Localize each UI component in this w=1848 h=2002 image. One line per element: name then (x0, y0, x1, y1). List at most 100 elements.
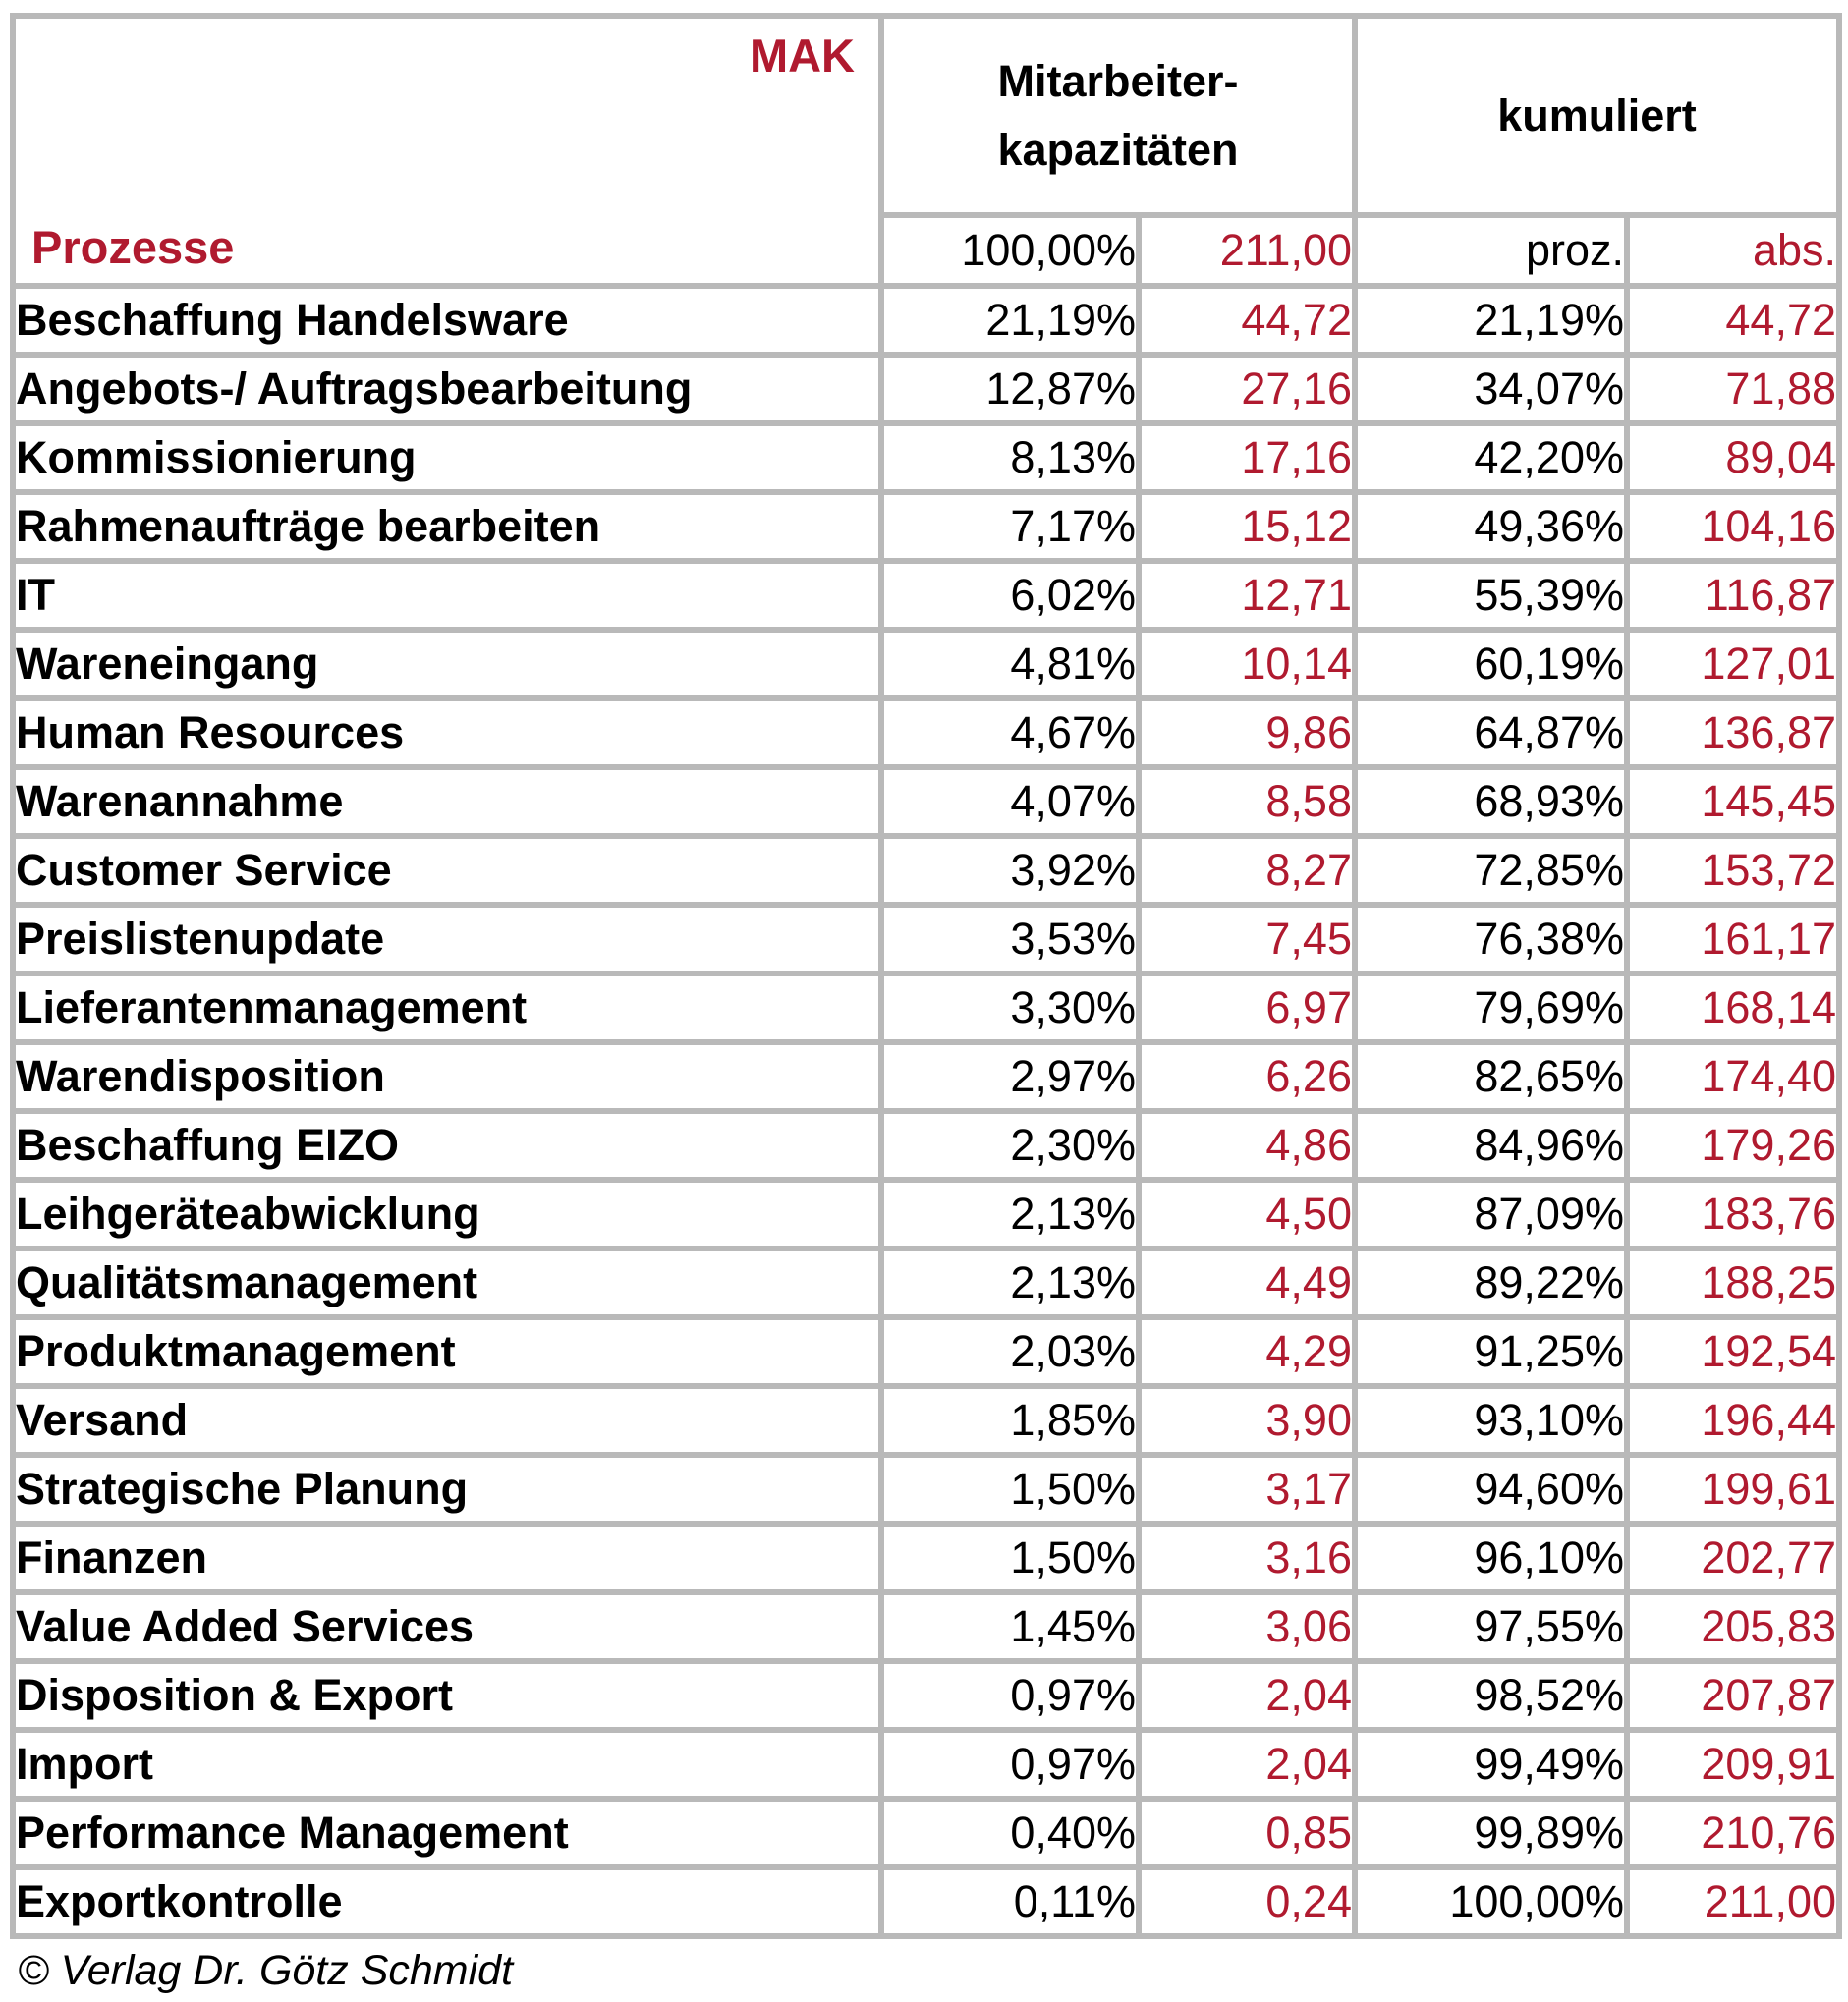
capacity-percent-cell: 4,07% (878, 764, 1142, 839)
cumulative-absolute-cell: 205,83 (1623, 1589, 1843, 1664)
cumulative-absolute-cell: 89,04 (1623, 420, 1843, 495)
process-row: Warenannahme 4,07% 8,58 68,93% 145,45 (10, 764, 1843, 839)
capacity-percent-cell: 7,17% (878, 489, 1142, 564)
capacity-percent-cell: 2,97% (878, 1039, 1142, 1114)
process-row: Beschaffung EIZO 2,30% 4,86 84,96% 179,2… (10, 1108, 1843, 1183)
cumulative-percent-cell: 34,07% (1352, 352, 1630, 426)
cumulative-percent-cell: 84,96% (1352, 1108, 1630, 1183)
capacity-percent-cell: 0,11% (878, 1864, 1142, 1939)
mak-capacity-table: MAK Prozesse Mitarbeiter- kapazitäten ku… (10, 13, 1843, 1939)
capacity-absolute-cell: 9,86 (1136, 695, 1358, 770)
capacity-percent-cell: 3,92% (878, 833, 1142, 908)
process-row: Customer Service 3,92% 8,27 72,85% 153,7… (10, 833, 1843, 908)
process-name-cell: Disposition & Export (10, 1658, 884, 1733)
capacity-absolute-cell: 15,12 (1136, 489, 1358, 564)
capacity-absolute-cell: 8,27 (1136, 833, 1358, 908)
capacity-percent-cell: 0,97% (878, 1727, 1142, 1802)
subheader-cumulative-absolute-label: abs. (1623, 212, 1843, 289)
cumulative-percent-cell: 55,39% (1352, 558, 1630, 633)
cumulative-percent-cell: 98,52% (1352, 1658, 1630, 1733)
cumulative-percent-cell: 99,49% (1352, 1727, 1630, 1802)
cumulative-absolute-cell: 127,01 (1623, 627, 1843, 701)
cumulative-absolute-cell: 44,72 (1623, 283, 1843, 358)
cumulative-absolute-cell: 207,87 (1623, 1658, 1843, 1733)
corner-header-cell: MAK Prozesse (10, 13, 884, 289)
cumulative-percent-cell: 100,00% (1352, 1864, 1630, 1939)
capacity-percent-cell: 1,45% (878, 1589, 1142, 1664)
process-row: Leihgeräteabwicklung 2,13% 4,50 87,09% 1… (10, 1177, 1843, 1251)
capacity-absolute-cell: 3,16 (1136, 1521, 1358, 1595)
capacity-percent-cell: 1,50% (878, 1521, 1142, 1595)
process-name-cell: Finanzen (10, 1521, 884, 1595)
capacity-percent-cell: 6,02% (878, 558, 1142, 633)
process-row: Performance Management 0,40% 0,85 99,89%… (10, 1796, 1843, 1870)
cumulative-percent-cell: 89,22% (1352, 1246, 1630, 1320)
group-header-mitarbeiterkapazitaeten: Mitarbeiter- kapazitäten (878, 13, 1358, 218)
cumulative-absolute-cell: 161,17 (1623, 902, 1843, 976)
cumulative-absolute-cell: 179,26 (1623, 1108, 1843, 1183)
capacity-absolute-cell: 2,04 (1136, 1727, 1358, 1802)
cumulative-absolute-cell: 104,16 (1623, 489, 1843, 564)
cumulative-absolute-cell: 183,76 (1623, 1177, 1843, 1251)
capacity-absolute-cell: 4,50 (1136, 1177, 1358, 1251)
capacity-absolute-cell: 7,45 (1136, 902, 1358, 976)
cumulative-percent-cell: 42,20% (1352, 420, 1630, 495)
process-name-cell: Value Added Services (10, 1589, 884, 1664)
cumulative-absolute-cell: 145,45 (1623, 764, 1843, 839)
capacity-percent-cell: 3,30% (878, 971, 1142, 1045)
process-name-cell: Import (10, 1727, 884, 1802)
capacity-absolute-cell: 8,58 (1136, 764, 1358, 839)
cumulative-percent-cell: 94,60% (1352, 1452, 1630, 1527)
subheader-cumulative-percent-label: proz. (1352, 212, 1630, 289)
cumulative-percent-cell: 79,69% (1352, 971, 1630, 1045)
subheader-row: 100,00% 211,00 proz. abs. (13, 212, 1843, 289)
capacity-percent-cell: 0,40% (878, 1796, 1142, 1870)
cumulative-absolute-cell: 202,77 (1623, 1521, 1843, 1595)
process-row: IT 6,02% 12,71 55,39% 116,87 (10, 558, 1843, 633)
process-name-cell: Warenannahme (10, 764, 884, 839)
capacity-absolute-cell: 6,97 (1136, 971, 1358, 1045)
cumulative-absolute-cell: 116,87 (1623, 558, 1843, 633)
cumulative-percent-cell: 91,25% (1352, 1314, 1630, 1389)
cumulative-absolute-cell: 153,72 (1623, 833, 1843, 908)
process-row: Value Added Services 1,45% 3,06 97,55% 2… (10, 1589, 1843, 1664)
capacity-percent-cell: 1,50% (878, 1452, 1142, 1527)
cumulative-percent-cell: 97,55% (1352, 1589, 1630, 1664)
process-row: Angebots-/ Auftragsbearbeitung 12,87% 27… (10, 352, 1843, 426)
group-header-mitarbeiterkapazitaeten-text: Mitarbeiter- kapazitäten (887, 47, 1349, 185)
cumulative-absolute-cell: 188,25 (1623, 1246, 1843, 1320)
capacity-absolute-cell: 0,85 (1136, 1796, 1358, 1870)
process-name-cell: Customer Service (10, 833, 884, 908)
capacity-absolute-cell: 27,16 (1136, 352, 1358, 426)
capacity-absolute-cell: 12,71 (1136, 558, 1358, 633)
process-row: Warendisposition 2,97% 6,26 82,65% 174,4… (10, 1039, 1843, 1114)
process-name-cell: Angebots-/ Auftragsbearbeitung (10, 352, 884, 426)
capacity-absolute-cell: 3,06 (1136, 1589, 1358, 1664)
capacity-absolute-cell: 0,24 (1136, 1864, 1358, 1939)
process-row: Kommissionierung 8,13% 17,16 42,20% 89,0… (10, 420, 1843, 495)
cumulative-percent-cell: 68,93% (1352, 764, 1630, 839)
cumulative-absolute-cell: 136,87 (1623, 695, 1843, 770)
process-name-cell: Human Resources (10, 695, 884, 770)
process-name-cell: Produktmanagement (10, 1314, 884, 1389)
cumulative-percent-cell: 60,19% (1352, 627, 1630, 701)
process-row: Finanzen 1,50% 3,16 96,10% 202,77 (10, 1521, 1843, 1595)
cumulative-absolute-cell: 209,91 (1623, 1727, 1843, 1802)
process-name-cell: Kommissionierung (10, 420, 884, 495)
cumulative-absolute-cell: 174,40 (1623, 1039, 1843, 1114)
process-row: Strategische Planung 1,50% 3,17 94,60% 1… (10, 1452, 1843, 1527)
process-name-cell: Lieferantenmanagement (10, 971, 884, 1045)
process-row: Human Resources 4,67% 9,86 64,87% 136,87 (10, 695, 1843, 770)
cumulative-absolute-cell: 71,88 (1623, 352, 1843, 426)
capacity-percent-cell: 0,97% (878, 1658, 1142, 1733)
process-name-cell: IT (10, 558, 884, 633)
process-row: Beschaffung Handelsware 21,19% 44,72 21,… (10, 283, 1843, 358)
cumulative-absolute-cell: 196,44 (1623, 1383, 1843, 1458)
process-name-cell: Strategische Planung (10, 1452, 884, 1527)
cumulative-percent-cell: 99,89% (1352, 1796, 1630, 1870)
cumulative-percent-cell: 96,10% (1352, 1521, 1630, 1595)
capacity-percent-cell: 2,30% (878, 1108, 1142, 1183)
capacity-percent-cell: 8,13% (878, 420, 1142, 495)
capacity-absolute-cell: 10,14 (1136, 627, 1358, 701)
